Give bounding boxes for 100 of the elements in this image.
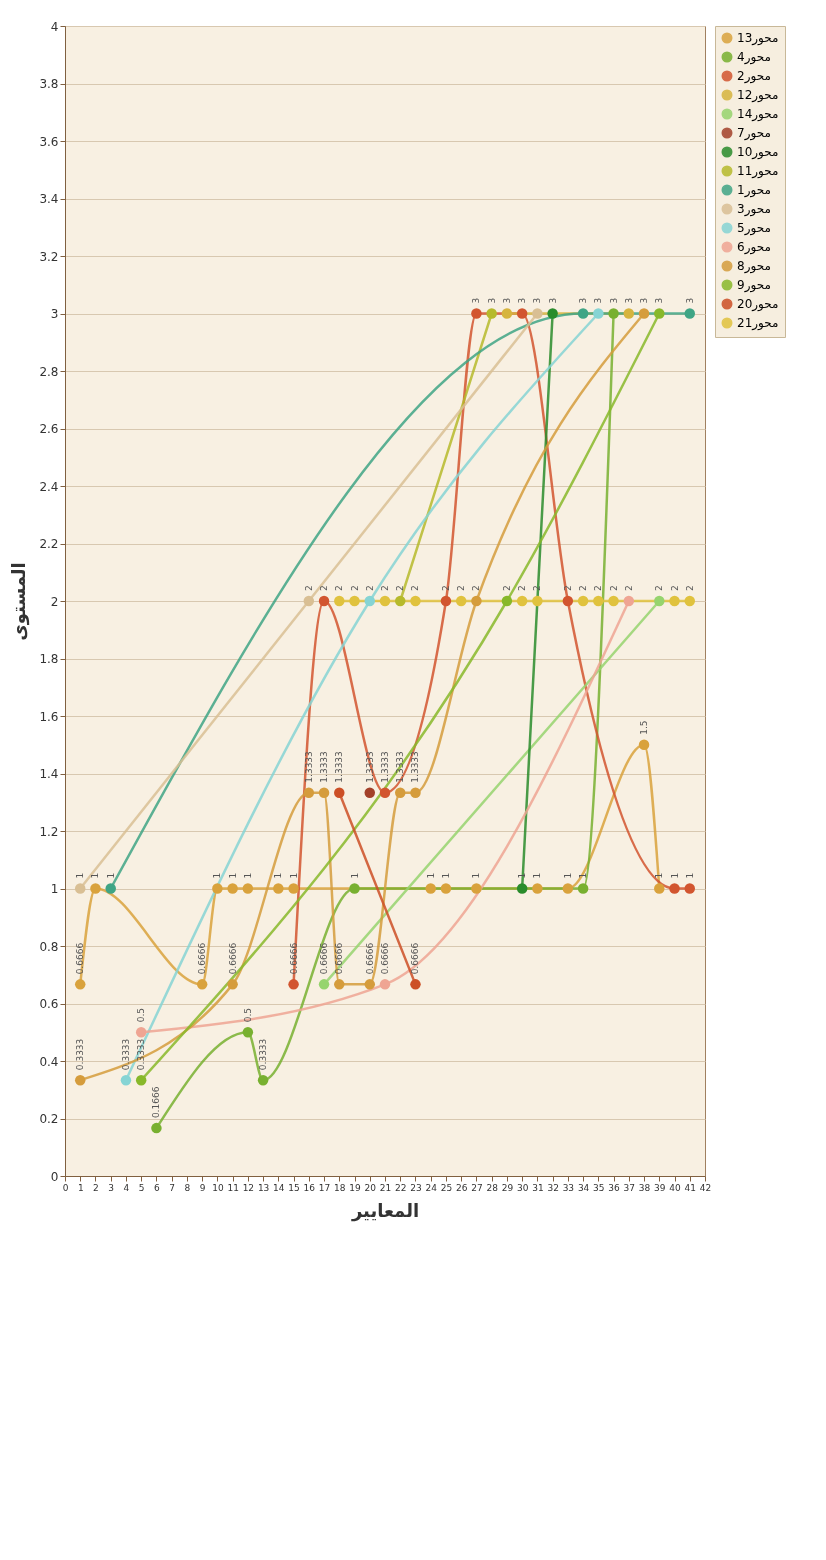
point [379,787,391,798]
data-label: 3 [547,297,558,304]
data-label: 1 [90,872,101,879]
point [151,1122,162,1134]
data-label: 0.6666 [75,942,86,975]
data-label: 1.3333 [364,751,375,783]
data-label: 1 [669,872,680,879]
point [288,979,299,990]
data-label: 1 [105,872,116,879]
point [318,787,330,798]
legend-label: محور12 [737,88,779,103]
data-label: 2 [608,585,619,591]
point [74,1074,86,1086]
x-tick-label: 32 [547,1182,559,1193]
data-label: 3 [517,297,528,304]
x-tick-label: 41 [684,1182,696,1193]
legend-label: محور2 [737,69,771,84]
point [364,595,376,607]
data-label: 3 [623,297,634,304]
point [608,595,619,607]
point [440,595,452,607]
x-axis-title: المعايير [350,1199,420,1222]
point [516,308,528,319]
point [577,883,589,894]
data-label: 2 [669,585,680,591]
data-label: 0.3333 [120,1038,131,1071]
data-label: 2 [395,585,406,591]
point [212,883,223,894]
data-label: 1 [562,872,573,879]
point [74,883,86,894]
point [379,595,391,607]
data-label: 2 [364,585,375,591]
legend-label: محور4 [737,50,771,65]
data-label: 2 [380,585,390,591]
x-tick-label: 29 [501,1182,514,1193]
x-tick-label: 17 [318,1182,331,1193]
point [608,308,619,319]
data-label: 1 [227,872,238,879]
legend-label: محور5 [737,221,771,236]
x-tick-label: 34 [577,1182,590,1193]
data-label: 3 [684,297,695,304]
data-label: 0.3333 [75,1038,86,1071]
y-tick-label: 1.6 [39,709,59,724]
legend-label: محور7 [737,126,771,141]
x-tick-label: 8 [184,1182,191,1193]
point [364,979,376,990]
data-label: 2 [349,585,360,591]
data-label: 0.6666 [364,942,375,975]
point [74,979,86,990]
point [486,308,497,319]
x-tick-label: 12 [242,1182,255,1193]
point [410,787,421,798]
x-tick-label: 35 [593,1182,605,1193]
data-label: 2 [517,585,528,591]
data-label: 1 [654,872,665,879]
x-tick-label: 5 [138,1182,145,1193]
data-label: 2 [334,585,345,591]
y-tick-label: 2.6 [39,422,59,436]
data-label: 0.6666 [288,942,299,975]
point [242,883,254,894]
legend-label: محور1 [737,183,771,198]
point [135,1074,147,1086]
x-tick-label: 40 [669,1182,682,1193]
data-label: 1 [349,872,360,879]
point [577,595,589,607]
data-label: 2 [471,585,482,591]
point [318,595,330,607]
data-label: 3 [578,297,589,304]
legend-label: محور14 [737,107,779,122]
legend-label: محور11 [737,164,779,179]
y-tick-label: 3.6 [39,134,59,149]
point [532,308,543,319]
legend-label: محور10 [737,145,779,160]
point [516,883,528,894]
point [684,595,696,607]
y-tick-label: 3.4 [39,192,59,206]
point [684,308,696,319]
y-tick-label: 3.8 [39,77,59,91]
data-label: 1 [578,872,589,879]
x-tick-label: 22 [395,1182,407,1193]
point [227,979,238,990]
x-tick-label: 42 [699,1182,712,1193]
y-tick-label: 1.4 [39,767,59,781]
x-tick-label: 11 [227,1182,239,1193]
data-label: 2 [410,585,421,591]
data-label: 2 [684,585,695,591]
x-tick-label: 33 [562,1182,575,1193]
point [532,883,543,894]
data-label: 2 [456,585,467,591]
x-tick-label: 14 [273,1182,285,1193]
point [334,787,345,798]
legend-label: محور3 [737,202,771,217]
x-tick-label: 7 [169,1182,176,1193]
x-tick-label: 39 [654,1182,666,1193]
data-label: 2 [319,585,330,591]
point [135,1027,147,1038]
data-label: 0.6666 [197,942,208,975]
point [425,883,436,894]
y-tick-label: 1 [50,882,59,896]
point [349,595,360,607]
